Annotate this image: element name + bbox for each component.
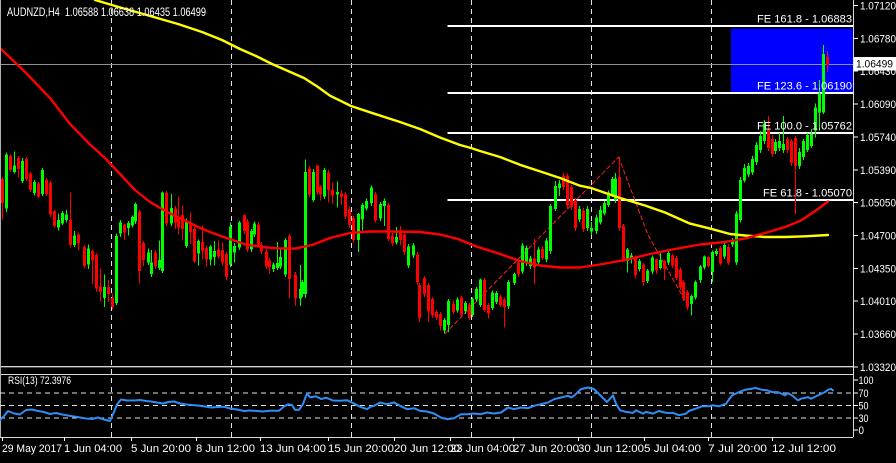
svg-text:100: 100 (859, 375, 874, 387)
svg-text:13 Jun 04:00: 13 Jun 04:00 (260, 443, 326, 455)
svg-text:1.05390: 1.05390 (860, 165, 896, 177)
svg-text:1.07120: 1.07120 (860, 1, 896, 13)
svg-text:30 Jun 12:00: 30 Jun 12:00 (578, 443, 644, 455)
svg-text:1.04010: 1.04010 (860, 296, 896, 308)
svg-text:30: 30 (859, 413, 869, 425)
svg-text:1.06780: 1.06780 (860, 33, 896, 45)
svg-text:1.05740: 1.05740 (860, 132, 896, 144)
svg-text:1.06090: 1.06090 (860, 99, 896, 111)
svg-text:RSI(13) 72.3976: RSI(13) 72.3976 (8, 375, 71, 387)
svg-text:1 Jun 04:00: 1 Jun 04:00 (64, 443, 122, 455)
svg-text:12 Jul 12:00: 12 Jul 12:00 (772, 443, 836, 455)
svg-text:8 Jun 12:00: 8 Jun 12:00 (196, 443, 255, 455)
svg-text:FE 100.0 - 1.05762: FE 100.0 - 1.05762 (757, 121, 852, 133)
svg-text:0: 0 (859, 425, 865, 437)
svg-text:27 Jun 20:00: 27 Jun 20:00 (513, 443, 579, 455)
svg-text:1.04700: 1.04700 (860, 231, 896, 243)
svg-text:1.05050: 1.05050 (860, 198, 896, 210)
svg-text:7 Jul 20:00: 7 Jul 20:00 (708, 443, 767, 455)
svg-text:29 May 2017: 29 May 2017 (2, 443, 62, 455)
svg-text:1.03660: 1.03660 (860, 329, 896, 341)
svg-text:FE 61.8 - 1.05070: FE 61.8 - 1.05070 (763, 188, 852, 200)
svg-text:1.03320: 1.03320 (860, 362, 896, 374)
svg-text:FE 161.8 - 1.06883: FE 161.8 - 1.06883 (757, 14, 852, 26)
svg-text:5 Jun 20:00: 5 Jun 20:00 (131, 443, 191, 455)
svg-text:50: 50 (859, 400, 869, 412)
svg-text:AUDNZD,H4 1.06588 1.06638 1.0: AUDNZD,H4 1.06588 1.06638 1.06435 1.0649… (7, 5, 206, 19)
svg-text:1.06499: 1.06499 (856, 59, 893, 71)
svg-text:70: 70 (859, 388, 869, 400)
svg-text:FE 123.6 - 1.06190: FE 123.6 - 1.06190 (757, 81, 852, 93)
svg-text:5 Jul 04:00: 5 Jul 04:00 (644, 443, 701, 455)
svg-text:15 Jun 20:00: 15 Jun 20:00 (328, 443, 394, 455)
svg-text:1.04350: 1.04350 (860, 263, 896, 275)
svg-text:23 Jun 04:00: 23 Jun 04:00 (450, 443, 515, 455)
